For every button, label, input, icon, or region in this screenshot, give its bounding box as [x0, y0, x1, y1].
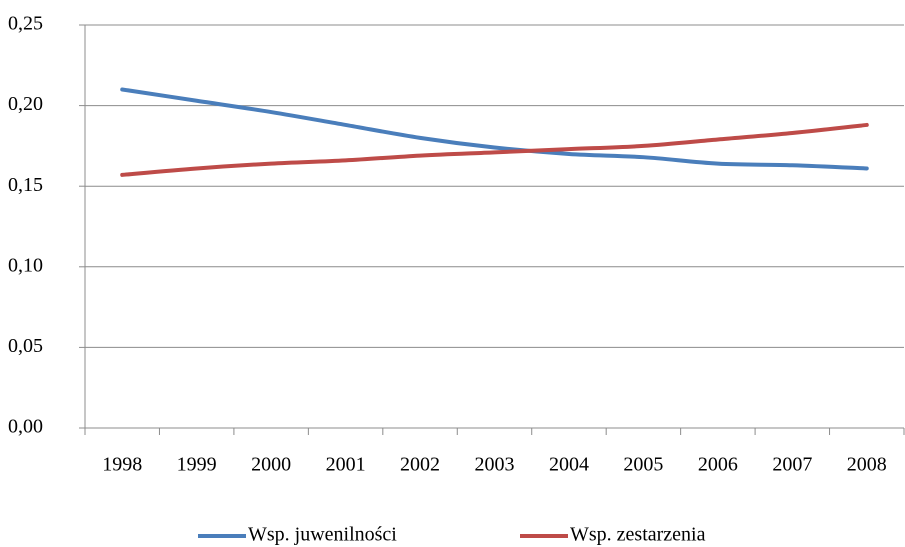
x-tick-label: 1998: [102, 454, 142, 476]
x-tick-label: 2001: [326, 454, 366, 476]
x-tick-label: 2002: [400, 454, 440, 476]
line: [120, 122, 869, 177]
y-tick-label: 0,00: [8, 416, 43, 438]
y-tick-label: 0,20: [8, 93, 43, 115]
x-tick-label: 2006: [698, 454, 738, 476]
x-tick-label: 2007: [772, 454, 812, 476]
x-tick-label: 2003: [475, 454, 515, 476]
x-tick-label: 1999: [177, 454, 217, 476]
x-tick-label: 2005: [623, 454, 663, 476]
legend-label: Wsp. zestarzenia: [570, 524, 706, 546]
y-tick-label: 0,05: [8, 335, 43, 357]
y-tick-label: 0,25: [8, 13, 43, 35]
x-tick-label: 2000: [251, 454, 291, 476]
legend-label: Wsp. juwenilności: [248, 524, 397, 546]
x-tick-label: 2004: [549, 454, 589, 476]
line: [120, 87, 869, 171]
y-tick-label: 0,10: [8, 254, 43, 276]
x-tick-label: 2008: [847, 454, 887, 476]
y-tick-label: 0,15: [8, 174, 43, 196]
